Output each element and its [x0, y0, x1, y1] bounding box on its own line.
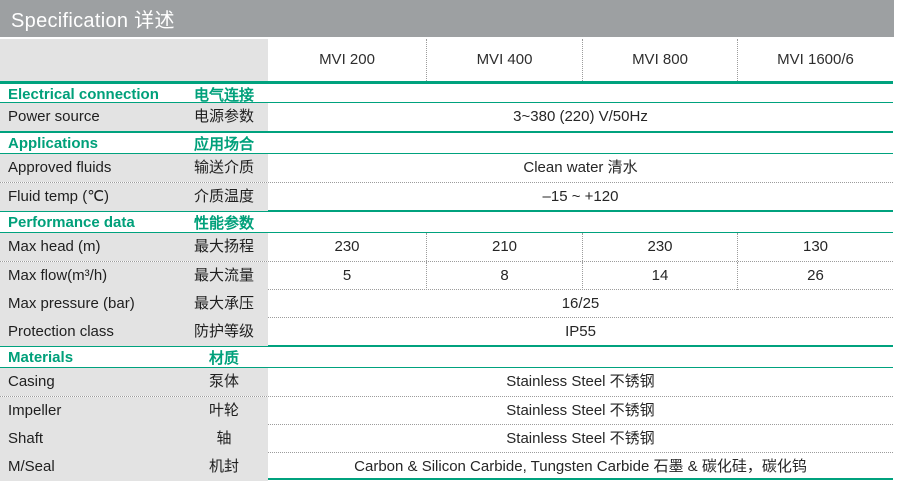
table-row-power-source: Power source 电源参数 3~380 (220) V/50Hz — [0, 103, 893, 131]
column-header-row: MVI 200 MVI 400 MVI 800 MVI 1600/6 — [0, 39, 893, 81]
section-title-en: Applications — [8, 135, 99, 152]
section-header-materials: Materials 材质 — [0, 345, 893, 368]
section-title-en: Electrical connection — [8, 86, 159, 103]
row-label-zh: 轴 — [180, 425, 268, 453]
row-label-en: Fluid temp (℃) — [0, 183, 180, 211]
row-label-zh: 电源参数 — [180, 103, 268, 131]
section-title-en: Materials — [8, 349, 74, 366]
cell-value: 230 — [334, 238, 360, 255]
row-label-zh: 最大流量 — [180, 262, 268, 290]
table-row-casing: Casing 泵体 Stainless Steel 不锈钢 — [0, 368, 893, 396]
row-value-span: 16/25 — [561, 295, 600, 312]
table-row-max-flow: Max flow(m³/h) 最大流量 5 8 14 26 — [0, 261, 893, 290]
page-title: Specification 详述 — [0, 0, 894, 37]
row-value-span: Stainless Steel 不锈钢 — [506, 430, 655, 447]
table-row-mseal: M/Seal 机封 Carbon & Silicon Carbide, Tung… — [0, 452, 893, 481]
table-row-approved-fluids: Approved fluids 输送介质 Clean water 清水 — [0, 154, 893, 182]
row-value-span: Stainless Steel 不锈钢 — [506, 402, 655, 419]
row-label-zh: 最大承压 — [180, 290, 268, 318]
table-row-shaft: Shaft 轴 Stainless Steel 不锈钢 — [0, 424, 893, 453]
row-label-en: Impeller — [0, 397, 180, 425]
column-header-mvi-1600-6: MVI 1600/6 — [737, 39, 893, 81]
table-row-fluid-temp: Fluid temp (℃) 介质温度 –15 ~ +120 — [0, 182, 893, 211]
row-label-en: Max pressure (bar) — [0, 290, 180, 318]
section-header-electrical-connection: Electrical connection 电气连接 — [0, 81, 893, 104]
row-value-span: Carbon & Silicon Carbide, Tungsten Carbi… — [354, 458, 807, 475]
row-value-span: IP55 — [565, 323, 596, 340]
row-label-zh: 防护等级 — [180, 318, 268, 346]
section-header-applications: Applications 应用场合 — [0, 131, 893, 154]
row-label-en: M/Seal — [0, 453, 180, 481]
table-row-max-head: Max head (m) 最大扬程 230 210 230 130 — [0, 233, 893, 261]
row-label-zh: 叶轮 — [180, 397, 268, 425]
column-header-mvi-400: MVI 400 — [426, 39, 582, 81]
row-label-zh: 介质温度 — [180, 183, 268, 211]
row-label-zh: 输送介质 — [180, 154, 268, 182]
row-value-span: 3~380 (220) V/50Hz — [513, 108, 648, 125]
row-label-en: Casing — [0, 368, 180, 396]
row-label-en: Shaft — [0, 425, 180, 453]
cell-value: 130 — [737, 233, 893, 261]
section-header-performance-data: Performance data 性能参数 — [0, 210, 893, 233]
section-title-zh: 应用场合 — [193, 136, 254, 153]
section-title-zh: 性能参数 — [193, 215, 254, 232]
cell-value: 26 — [737, 262, 893, 290]
section-title-en: Performance data — [8, 214, 135, 231]
table-row-protection-class: Protection class 防护等级 IP55 — [0, 317, 893, 346]
column-header-mvi-800: MVI 800 — [582, 39, 737, 81]
row-label-en: Max flow(m³/h) — [0, 262, 180, 290]
row-label-zh: 最大扬程 — [180, 233, 268, 261]
row-label-en: Power source — [0, 103, 180, 131]
column-header-mvi-200: MVI 200 — [319, 51, 375, 68]
table-row-max-pressure: Max pressure (bar) 最大承压 16/25 — [0, 289, 893, 318]
table-row-impeller: Impeller 叶轮 Stainless Steel 不锈钢 — [0, 396, 893, 425]
cell-value: 230 — [582, 233, 737, 261]
cell-value: 8 — [426, 262, 582, 290]
row-value-span: Stainless Steel 不锈钢 — [506, 373, 655, 390]
cell-value: 210 — [426, 233, 582, 261]
section-title-zh: 电气连接 — [193, 87, 254, 104]
label-column-spacer — [0, 39, 268, 81]
row-label-zh: 泵体 — [180, 368, 268, 396]
row-label-en: Approved fluids — [0, 154, 180, 182]
section-title-zh: 材质 — [208, 350, 239, 367]
row-value-span: Clean water 清水 — [523, 159, 638, 176]
row-label-en: Max head (m) — [0, 233, 180, 261]
cell-value: 14 — [582, 262, 737, 290]
row-value-span: –15 ~ +120 — [542, 188, 619, 205]
row-label-en: Protection class — [0, 318, 180, 346]
cell-value: 5 — [342, 267, 352, 284]
row-label-zh: 机封 — [180, 453, 268, 481]
